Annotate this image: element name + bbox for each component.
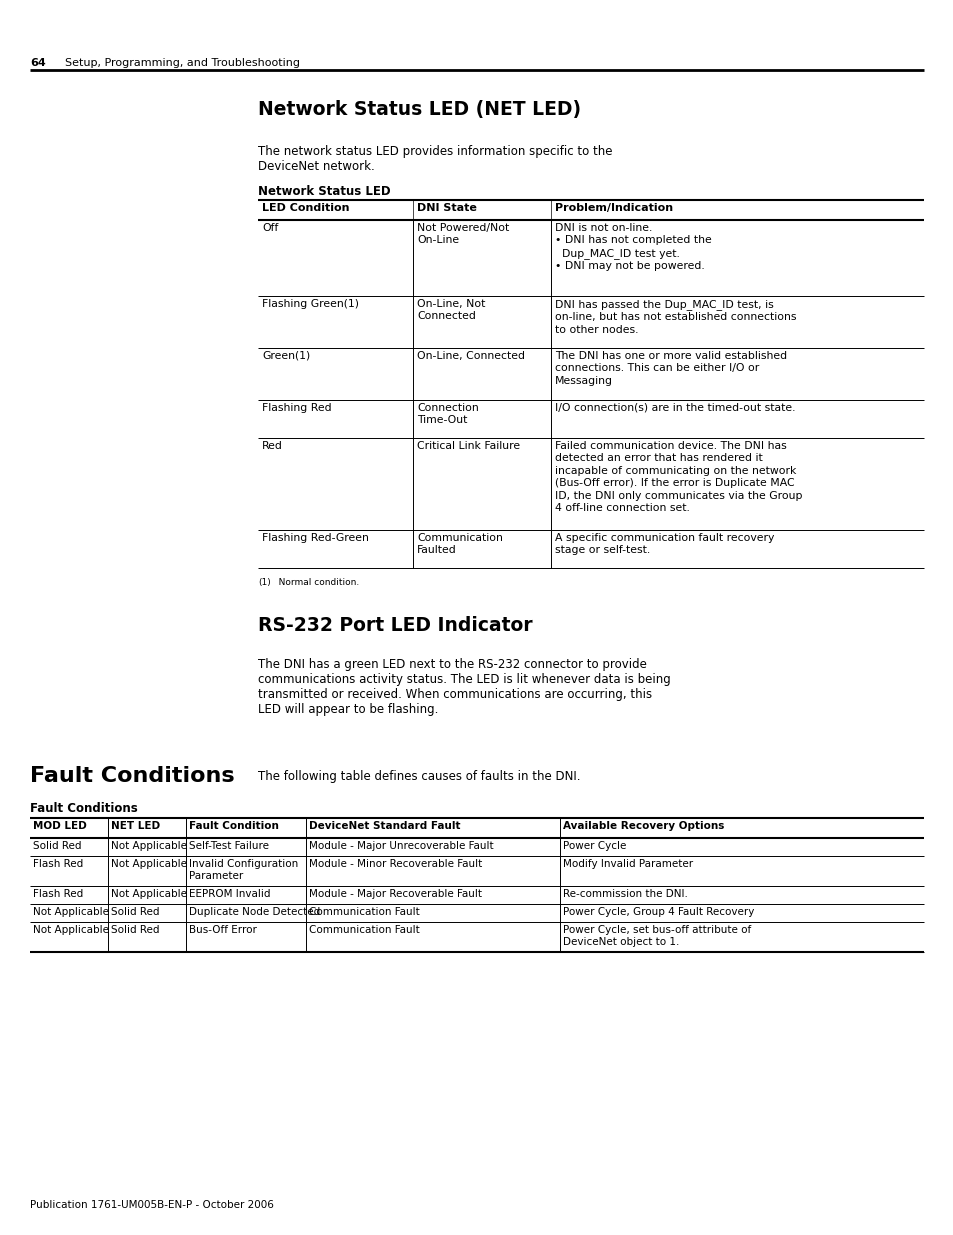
Text: communications activity status. The LED is lit whenever data is being: communications activity status. The LED … [257, 673, 670, 685]
Text: Fault Conditions: Fault Conditions [30, 802, 137, 815]
Text: NET LED: NET LED [111, 821, 160, 831]
Text: Critical Link Failure: Critical Link Failure [416, 441, 519, 451]
Text: DNI State: DNI State [416, 203, 476, 212]
Text: On-Line, Not
Connected: On-Line, Not Connected [416, 299, 485, 321]
Text: DNI has passed the Dup_MAC_ID test, is
on-line, but has not established connecti: DNI has passed the Dup_MAC_ID test, is o… [555, 299, 796, 335]
Text: Power Cycle: Power Cycle [562, 841, 626, 851]
Text: Self-Test Failure: Self-Test Failure [189, 841, 269, 851]
Text: transmitted or received. When communications are occurring, this: transmitted or received. When communicat… [257, 688, 652, 701]
Text: DeviceNet network.: DeviceNet network. [257, 161, 375, 173]
Text: Bus-Off Error: Bus-Off Error [189, 925, 256, 935]
Text: Available Recovery Options: Available Recovery Options [562, 821, 723, 831]
Text: Flashing Green(1): Flashing Green(1) [262, 299, 358, 309]
Text: RS-232 Port LED Indicator: RS-232 Port LED Indicator [257, 616, 532, 635]
Text: Not Applicable: Not Applicable [111, 860, 187, 869]
Text: Setup, Programming, and Troubleshooting: Setup, Programming, and Troubleshooting [65, 58, 299, 68]
Text: Module - Major Recoverable Fault: Module - Major Recoverable Fault [309, 889, 481, 899]
Text: DNI is not on-line.
• DNI has not completed the
  Dup_MAC_ID test yet.
• DNI may: DNI is not on-line. • DNI has not comple… [555, 224, 711, 272]
Text: On-Line, Connected: On-Line, Connected [416, 351, 524, 361]
Text: Red: Red [262, 441, 283, 451]
Text: EEPROM Invalid: EEPROM Invalid [189, 889, 271, 899]
Text: Not Applicable: Not Applicable [33, 906, 109, 918]
Text: Communication
Faulted: Communication Faulted [416, 534, 502, 556]
Text: Flash Red: Flash Red [33, 889, 83, 899]
Text: Duplicate Node Detected: Duplicate Node Detected [189, 906, 320, 918]
Text: Not Applicable: Not Applicable [111, 889, 187, 899]
Text: LED will appear to be flashing.: LED will appear to be flashing. [257, 703, 438, 716]
Text: Module - Minor Recoverable Fault: Module - Minor Recoverable Fault [309, 860, 482, 869]
Text: Modify Invalid Parameter: Modify Invalid Parameter [562, 860, 693, 869]
Text: I/O connection(s) are in the timed-out state.: I/O connection(s) are in the timed-out s… [555, 403, 795, 412]
Text: Solid Red: Solid Red [111, 925, 159, 935]
Text: Fault Conditions: Fault Conditions [30, 766, 234, 785]
Text: Connection
Time-Out: Connection Time-Out [416, 403, 478, 425]
Text: Fault Condition: Fault Condition [189, 821, 278, 831]
Text: LED Condition: LED Condition [262, 203, 349, 212]
Text: DeviceNet Standard Fault: DeviceNet Standard Fault [309, 821, 460, 831]
Text: Power Cycle, Group 4 Fault Recovery: Power Cycle, Group 4 Fault Recovery [562, 906, 754, 918]
Text: Failed communication device. The DNI has
detected an error that has rendered it
: Failed communication device. The DNI has… [555, 441, 801, 513]
Text: The following table defines causes of faults in the DNI.: The following table defines causes of fa… [257, 769, 579, 783]
Text: Flash Red: Flash Red [33, 860, 83, 869]
Text: Not Powered/Not
On-Line: Not Powered/Not On-Line [416, 224, 509, 246]
Text: The DNI has a green LED next to the RS-232 connector to provide: The DNI has a green LED next to the RS-2… [257, 658, 646, 671]
Text: Invalid Configuration
Parameter: Invalid Configuration Parameter [189, 860, 298, 882]
Text: The network status LED provides information specific to the: The network status LED provides informat… [257, 144, 612, 158]
Text: Problem/Indication: Problem/Indication [555, 203, 673, 212]
Text: Communication Fault: Communication Fault [309, 925, 419, 935]
Text: Not Applicable: Not Applicable [111, 841, 187, 851]
Text: The DNI has one or more valid established
connections. This can be either I/O or: The DNI has one or more valid establishe… [555, 351, 786, 385]
Text: Power Cycle, set bus-off attribute of
DeviceNet object to 1.: Power Cycle, set bus-off attribute of De… [562, 925, 750, 947]
Text: Communication Fault: Communication Fault [309, 906, 419, 918]
Text: Green(1): Green(1) [262, 351, 310, 361]
Text: Publication 1761-UM005B-EN-P - October 2006: Publication 1761-UM005B-EN-P - October 2… [30, 1200, 274, 1210]
Text: Flashing Red-Green: Flashing Red-Green [262, 534, 369, 543]
Text: Re-commission the DNI.: Re-commission the DNI. [562, 889, 687, 899]
Text: MOD LED: MOD LED [33, 821, 87, 831]
Text: Solid Red: Solid Red [111, 906, 159, 918]
Text: Network Status LED: Network Status LED [257, 185, 390, 198]
Text: Not Applicable: Not Applicable [33, 925, 109, 935]
Text: (1): (1) [257, 578, 271, 587]
Text: Solid Red: Solid Red [33, 841, 81, 851]
Text: Off: Off [262, 224, 278, 233]
Text: A specific communication fault recovery
stage or self-test.: A specific communication fault recovery … [555, 534, 774, 556]
Text: Module - Major Unrecoverable Fault: Module - Major Unrecoverable Fault [309, 841, 493, 851]
Text: Normal condition.: Normal condition. [270, 578, 359, 587]
Text: Network Status LED (NET LED): Network Status LED (NET LED) [257, 100, 580, 119]
Text: 64: 64 [30, 58, 46, 68]
Text: Flashing Red: Flashing Red [262, 403, 332, 412]
